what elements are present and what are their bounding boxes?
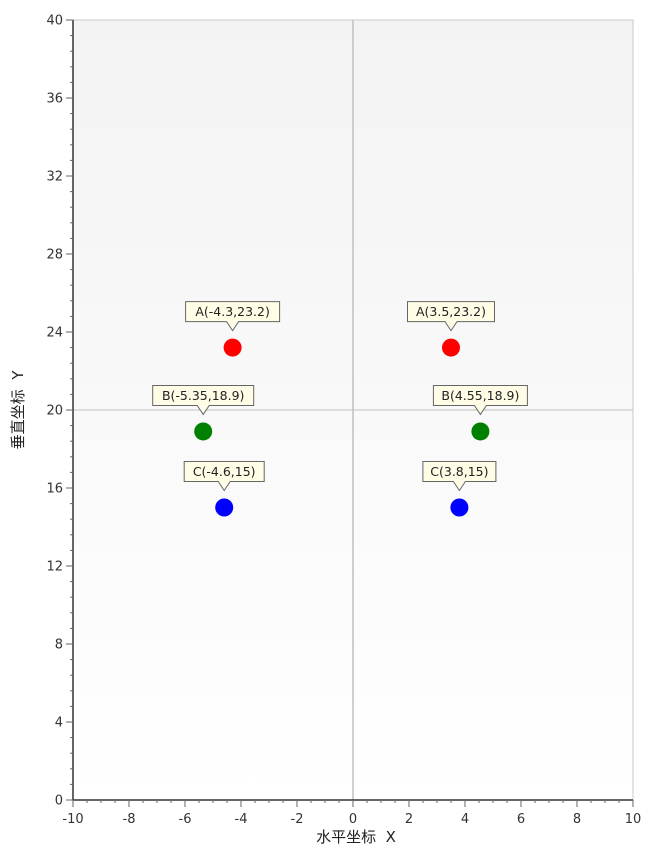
y-tick-label: 12	[46, 560, 63, 575]
data-point[interactable]	[215, 498, 234, 517]
x-tick-label: 2	[405, 812, 413, 827]
data-point[interactable]	[471, 422, 490, 441]
data-point[interactable]	[223, 338, 242, 357]
data-point[interactable]	[194, 422, 213, 441]
y-axis-title: 垂直坐标 Y	[9, 370, 27, 450]
data-point[interactable]	[450, 498, 469, 517]
y-tick-label: 0	[55, 794, 63, 809]
callout-box	[422, 461, 497, 492]
callout-box	[183, 461, 265, 492]
data-label-text: B(4.55,18.9)	[441, 388, 519, 403]
x-tick-label: -6	[179, 812, 192, 827]
data-label-text: A(-4.3,23.2)	[195, 304, 270, 319]
x-tick-label: 0	[349, 812, 357, 827]
y-tick-label: 20	[46, 404, 63, 419]
data-label-callout: B(-5.35,18.9)	[152, 384, 255, 416]
data-label-callout: A(3.5,23.2)	[407, 301, 495, 332]
callout-box	[185, 301, 281, 332]
y-tick-label: 28	[46, 248, 63, 263]
data-label-text: B(-5.35,18.9)	[162, 388, 244, 403]
x-tick-label: -4	[235, 812, 248, 827]
data-point[interactable]	[442, 338, 460, 357]
x-tick-label: -10	[62, 812, 83, 827]
y-tick-label: 4	[55, 716, 63, 731]
callout-box	[432, 384, 528, 416]
x-tick-label: 8	[573, 812, 581, 827]
y-tick-label: 24	[46, 326, 63, 341]
x-tick-label: -2	[291, 812, 304, 827]
y-tick-label: 40	[46, 14, 63, 29]
callout-box	[407, 301, 495, 332]
y-tick-label: 16	[46, 482, 63, 497]
y-tick-label: 8	[55, 638, 63, 653]
data-label-callout: B(4.55,18.9)	[432, 384, 528, 416]
data-label-text: A(3.5,23.2)	[416, 304, 486, 319]
data-label-text: C(3.8,15)	[430, 464, 488, 479]
data-label-callout: C(3.8,15)	[422, 461, 497, 492]
data-label-text: C(-4.6,15)	[193, 464, 256, 479]
y-tick-label: 32	[46, 170, 63, 185]
x-tick-label: -8	[123, 812, 136, 827]
y-tick-label: 36	[46, 92, 63, 107]
data-label-callout: C(-4.6,15)	[183, 461, 265, 492]
x-tick-label: 4	[461, 812, 469, 827]
x-axis-title: 水平坐标 X	[316, 828, 396, 846]
x-tick-label: 6	[517, 812, 525, 827]
data-label-callout: A(-4.3,23.2)	[185, 301, 281, 332]
callout-box	[152, 384, 255, 416]
x-tick-label: 10	[625, 812, 642, 827]
